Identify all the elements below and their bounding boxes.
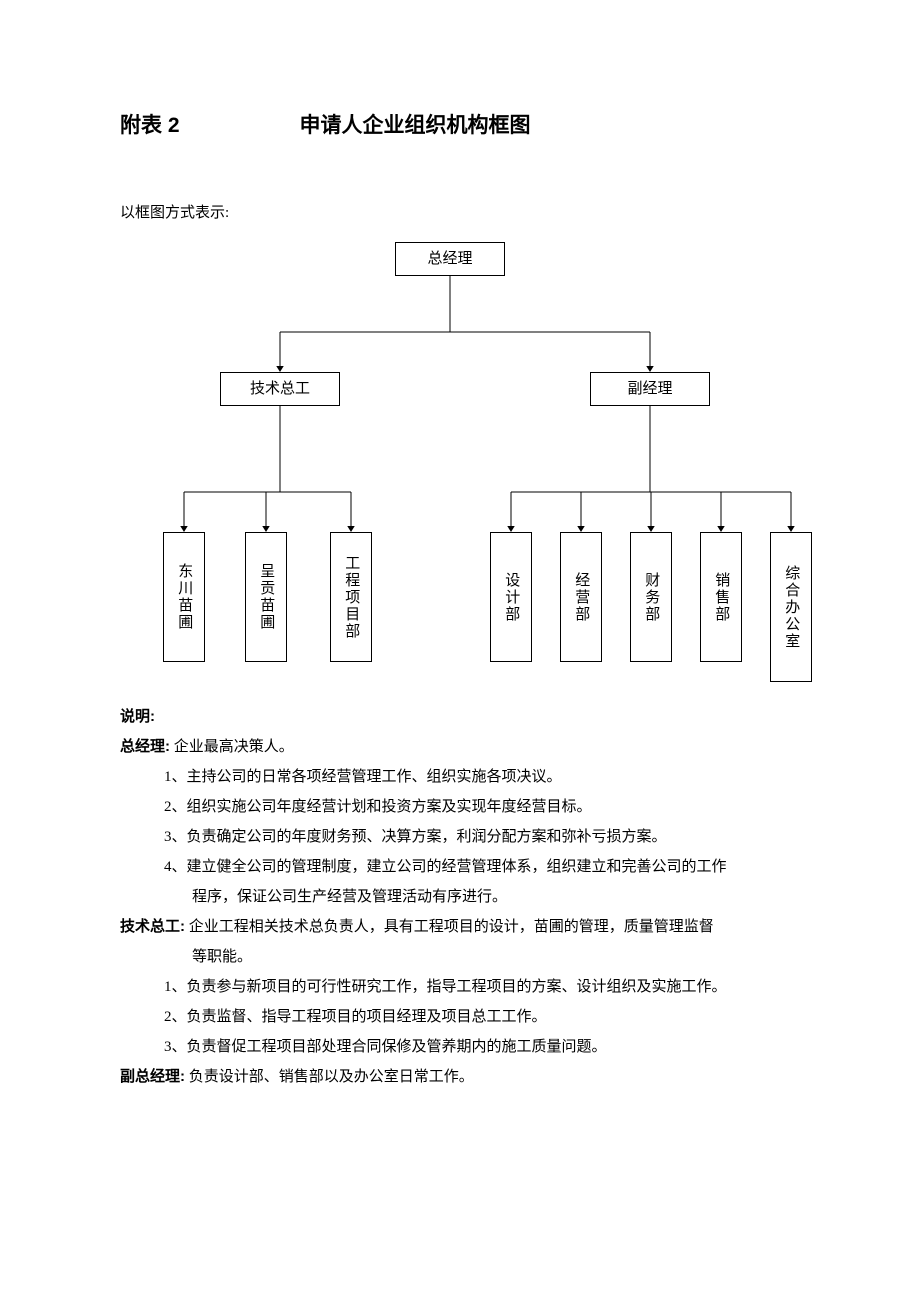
org-node-l3: 工程项目部 bbox=[330, 532, 372, 662]
org-node-r3: 财务部 bbox=[630, 532, 672, 662]
role-bullet: 1、主持公司的日常各项经营管理工作、组织实施各项决议。 bbox=[120, 762, 800, 792]
role-summary: 企业工程相关技术总负责人，具有工程项目的设计，苗圃的管理，质量管理监督 bbox=[185, 919, 714, 935]
role-heading: 技术总工: 企业工程相关技术总负责人，具有工程项目的设计，苗圃的管理，质量管理监… bbox=[120, 912, 800, 942]
org-chart-lines bbox=[120, 242, 800, 682]
org-node-l1: 东川苗圃 bbox=[163, 532, 205, 662]
intro-text: 以框图方式表示: bbox=[120, 202, 800, 225]
org-node-tech: 技术总工 bbox=[220, 372, 340, 406]
role-heading: 总经理: 企业最高决策人。 bbox=[120, 732, 800, 762]
org-node-r2: 经营部 bbox=[560, 532, 602, 662]
role-bullet: 3、负责确定公司的年度财务预、决算方案，利润分配方案和弥补亏损方案。 bbox=[120, 822, 800, 852]
role-name: 技术总工: bbox=[120, 918, 185, 935]
org-node-r1: 设计部 bbox=[490, 532, 532, 662]
role-heading: 副总经理: 负责设计部、销售部以及办公室日常工作。 bbox=[120, 1062, 800, 1092]
org-node-l2: 呈贡苗圃 bbox=[245, 532, 287, 662]
role-name: 副总经理: bbox=[120, 1068, 185, 1085]
role-bullet: 3、负责督促工程项目部处理合同保修及管养期内的施工质量问题。 bbox=[120, 1032, 800, 1062]
role-bullet: 2、负责监督、指导工程项目的项目经理及项目总工工作。 bbox=[120, 1002, 800, 1032]
org-chart: 总经理技术总工副经理东川苗圃呈贡苗圃工程项目部设计部经营部财务部销售部综合办公室 bbox=[120, 242, 800, 682]
org-node-r5: 综合办公室 bbox=[770, 532, 812, 682]
role-bullet: 1、负责参与新项目的可行性研究工作，指导工程项目的方案、设计组织及实施工作。 bbox=[120, 972, 800, 1002]
role-bullet: 4、建立健全公司的管理制度，建立公司的经营管理体系，组织建立和完善公司的工作 bbox=[120, 852, 800, 882]
role-bullet-wrap: 程序，保证公司生产经营及管理活动有序进行。 bbox=[120, 882, 800, 912]
page-title: 申请人企业组织机构框图 bbox=[300, 110, 531, 142]
description-title: 说明: bbox=[120, 708, 155, 725]
appendix-label: 附表 2 bbox=[120, 110, 180, 142]
role-summary: 企业最高决策人。 bbox=[170, 739, 294, 755]
role-summary-wrap: 等职能。 bbox=[120, 942, 800, 972]
role-summary: 负责设计部、销售部以及办公室日常工作。 bbox=[185, 1069, 474, 1085]
role-name: 总经理: bbox=[120, 738, 170, 755]
org-node-vice: 副经理 bbox=[590, 372, 710, 406]
description-section: 说明: 总经理: 企业最高决策人。1、主持公司的日常各项经营管理工作、组织实施各… bbox=[120, 702, 800, 1092]
org-node-r4: 销售部 bbox=[700, 532, 742, 662]
org-node-root: 总经理 bbox=[395, 242, 505, 276]
role-bullet: 2、组织实施公司年度经营计划和投资方案及实现年度经营目标。 bbox=[120, 792, 800, 822]
